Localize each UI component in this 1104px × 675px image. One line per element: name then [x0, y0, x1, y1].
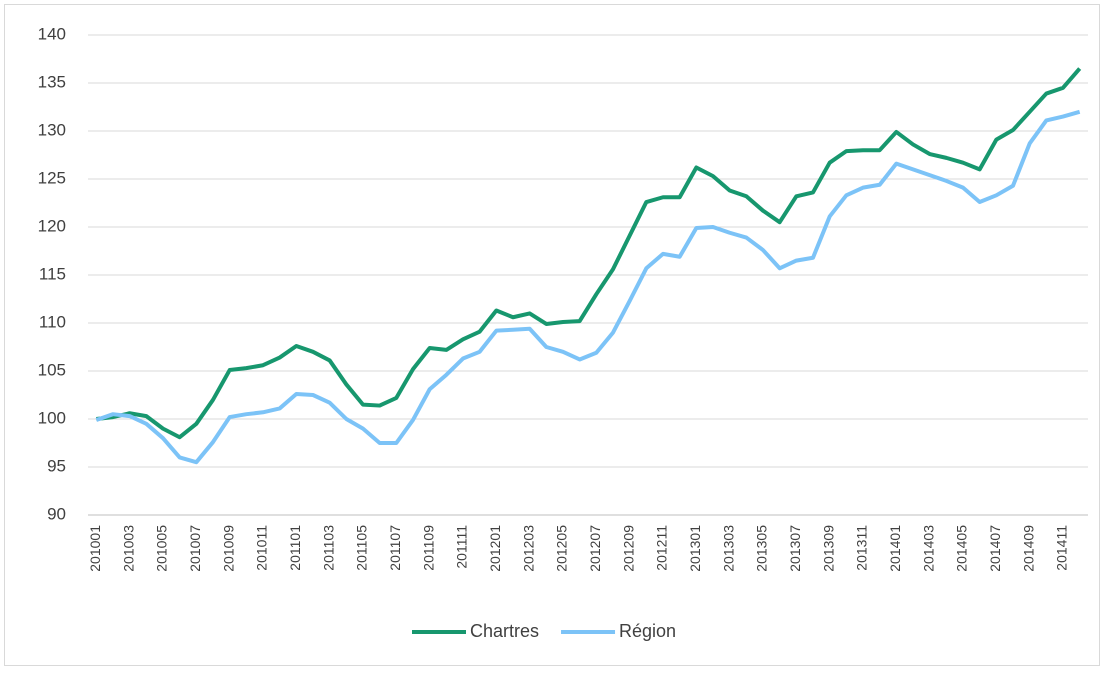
- y-tick-label: 130: [38, 120, 66, 139]
- y-tick-label: 135: [38, 72, 66, 91]
- x-tick-label: 201005: [154, 525, 170, 572]
- x-tick-label: 201007: [187, 525, 203, 572]
- y-tick-label: 115: [39, 264, 66, 283]
- x-tick-label: 201301: [687, 525, 703, 572]
- x-tick-label: 201409: [1020, 525, 1036, 572]
- x-tick-label: 201101: [287, 525, 303, 571]
- x-tick-label: 201309: [820, 525, 836, 572]
- legend-label: Région: [619, 621, 676, 641]
- x-tick-label: 201105: [354, 525, 370, 571]
- series-line: [95, 109, 1081, 465]
- x-tick-label: 201307: [787, 525, 803, 572]
- x-tick-label: 201401: [887, 525, 903, 572]
- x-tick-label: 201207: [587, 525, 603, 572]
- x-tick-label: 201205: [554, 525, 570, 572]
- y-tick-label: 110: [39, 312, 66, 331]
- x-tick-label: 201407: [987, 525, 1003, 572]
- x-tick-label: 201405: [954, 525, 970, 572]
- x-tick-label: 201209: [620, 525, 636, 572]
- x-tick-label: 201103: [320, 525, 336, 571]
- y-tick-label: 95: [47, 456, 66, 475]
- y-tick-label: 105: [38, 360, 66, 379]
- x-tick-label: 201203: [520, 525, 536, 572]
- x-tick-label: 201107: [387, 525, 403, 571]
- y-tick-label: 120: [38, 216, 66, 235]
- x-tick-label: 201201: [487, 525, 503, 572]
- x-tick-label: 201111: [454, 525, 470, 569]
- series-line: [96, 67, 1082, 440]
- x-tick-label: 201011: [254, 525, 270, 571]
- x-tick-label: 201303: [720, 525, 736, 572]
- y-tick-label: 140: [38, 24, 66, 43]
- y-tick-label: 100: [38, 408, 66, 427]
- chart-border: [4, 4, 1100, 666]
- x-tick-label: 201009: [220, 525, 236, 572]
- x-tick-label: 201003: [120, 525, 136, 572]
- x-tick-label: 201305: [754, 525, 770, 572]
- x-tick-label: 201211: [654, 525, 670, 571]
- x-tick-label: 201001: [87, 525, 103, 572]
- x-tick-label: 201403: [920, 525, 936, 572]
- x-tick-label: 201311: [854, 525, 870, 571]
- y-tick-label: 90: [47, 504, 66, 523]
- legend-label: Chartres: [470, 621, 539, 641]
- x-tick-label: 201109: [420, 525, 436, 571]
- x-tick-label: 201411: [1054, 525, 1070, 571]
- y-tick-label: 125: [38, 168, 66, 187]
